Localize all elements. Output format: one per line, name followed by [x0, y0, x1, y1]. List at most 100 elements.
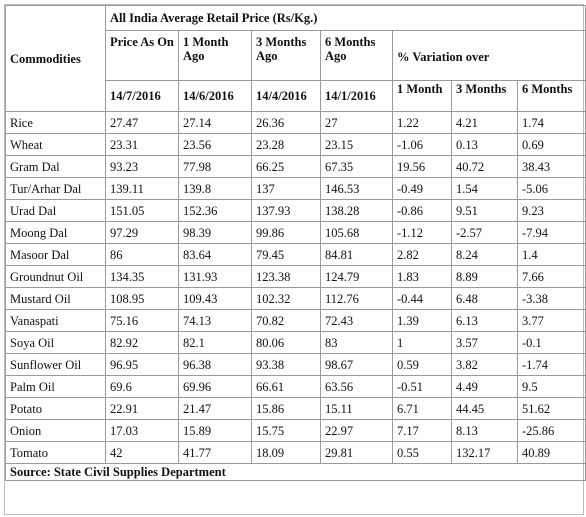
table-cell: 3.57: [451, 331, 518, 354]
table-body: Rice 27.47 27.14 26.36 27 1.22 4.21 1.74 Wheat 23…: [5, 111, 586, 464]
commodity-name: Wheat: [5, 133, 106, 156]
table-cell: 72.43: [320, 309, 393, 332]
table-cell: 132.17: [451, 441, 518, 464]
table-cell: -0.86: [392, 199, 452, 222]
commodity-name: Urad Dal: [5, 199, 106, 222]
table-cell: 146.53: [320, 177, 393, 200]
table-cell: 1.54: [451, 177, 518, 200]
table-cell: 42: [105, 441, 179, 464]
table-cell: 66.61: [251, 375, 321, 398]
table-cell: 8.24: [451, 243, 518, 266]
table-cell: 139.11: [105, 177, 179, 200]
table-cell: 29.81: [320, 441, 393, 464]
table-row: Palm Oil 69.6 69.96 66.61 63.56 -0.51 4.49 9.5: [5, 375, 586, 398]
table-cell: 84.81: [320, 243, 393, 266]
table-row: Mustard Oil 108.95 109.43 102.32 112.76 -0.44…: [5, 287, 586, 310]
table-row: Vanaspati 75.16 74.13 70.82 72.43 1.39 6.13 3.7…: [5, 309, 586, 332]
commodities-header: Commodities: [5, 5, 106, 112]
table-row: Tur/Arhar Dal 139.11 139.8 137 146.53 -0.49 1.…: [5, 177, 586, 200]
table-cell: 98.67: [320, 353, 393, 376]
table-cell: 44.45: [451, 397, 518, 420]
table-cell: 137.93: [251, 199, 321, 222]
table-cell: 105.68: [320, 221, 393, 244]
table-cell: 96.38: [178, 353, 252, 376]
commodity-name: Onion: [5, 419, 106, 442]
table-cell: 1.22: [392, 111, 452, 134]
table-cell: 41.77: [178, 441, 252, 464]
table-cell: 83: [320, 331, 393, 354]
table-cell: 70.82: [251, 309, 321, 332]
table-cell: 15.75: [251, 419, 321, 442]
table-cell: 22.91: [105, 397, 179, 420]
table-cell: 4.49: [451, 375, 518, 398]
table-cell: 67.35: [320, 155, 393, 178]
table-cell: 9.23: [516, 199, 586, 222]
table-cell: 1.83: [392, 265, 452, 288]
table-cell: 51.62: [516, 397, 586, 420]
table-title: All India Average Retail Price (Rs/Kg.): [104, 5, 586, 31]
table-cell: 27.14: [178, 111, 252, 134]
table-cell: 82.1: [178, 331, 252, 354]
table-cell: 80.06: [251, 331, 321, 354]
table-cell: 98.39: [178, 221, 252, 244]
table-cell: 7.17: [392, 419, 452, 442]
variation-header: % Variation over: [391, 30, 586, 81]
table-row: Soya Oil 82.92 82.1 80.06 83 1 3.57 -0.1: [5, 331, 586, 354]
table-cell: 82.92: [105, 331, 179, 354]
table-row: Wheat 23.31 23.56 23.28 23.15 -1.06 0.13 0.69: [5, 133, 586, 156]
table-row: Tomato 42 41.77 18.09 29.81 0.55 132.17 40.89: [5, 441, 586, 464]
table-cell: 109.43: [178, 287, 252, 310]
price-table-container: Commodities All India Average Retail Pri…: [4, 4, 586, 515]
commodity-name: Rice: [5, 111, 106, 134]
table-cell: 108.95: [105, 287, 179, 310]
table-cell: 63.56: [320, 375, 393, 398]
table-cell: 69.6: [105, 375, 179, 398]
table-cell: 21.47: [178, 397, 252, 420]
table-cell: 93.38: [251, 353, 321, 376]
table-cell: 93.23: [105, 155, 179, 178]
table-cell: 75.16: [105, 309, 179, 332]
variation-6-months: 6 Months: [516, 80, 586, 112]
table-cell: 0.55: [392, 441, 452, 464]
commodity-name: Sunflower Oil: [5, 353, 106, 376]
table-cell: 96.95: [105, 353, 179, 376]
table-cell: -0.44: [392, 287, 452, 310]
table-row: Urad Dal 151.05 152.36 137.93 138.28 -0.86 9.5…: [5, 199, 586, 222]
table-row: Groundnut Oil 134.35 131.93 123.38 124.79 1.8…: [5, 265, 586, 288]
table-cell: 23.56: [178, 133, 252, 156]
table-cell: 22.97: [320, 419, 393, 442]
table-cell: -25.86: [516, 419, 586, 442]
table-cell: 6.13: [451, 309, 518, 332]
commodity-name: Moong Dal: [5, 221, 106, 244]
table-row: Potato 22.91 21.47 15.86 15.11 6.71 44.45 51.62: [5, 397, 586, 420]
table-cell: 9.5: [516, 375, 586, 398]
table-cell: -1.74: [516, 353, 586, 376]
table-cell: 23.31: [105, 133, 179, 156]
date-1-month-ago: 14/6/2016: [178, 80, 252, 112]
commodity-name: Palm Oil: [5, 375, 106, 398]
table-cell: 124.79: [320, 265, 393, 288]
table-row: Gram Dal 93.23 77.98 66.25 67.35 19.56 40.72 38…: [5, 155, 586, 178]
col-price-as-on: Price As On: [105, 30, 179, 81]
table-cell: 0.13: [451, 133, 518, 156]
date-3-months-ago: 14/4/2016: [251, 80, 321, 112]
table-row: Moong Dal 97.29 98.39 99.86 105.68 -1.12 -2.57…: [5, 221, 586, 244]
table-cell: 74.13: [178, 309, 252, 332]
table-cell: 6.48: [451, 287, 518, 310]
table-cell: -1.12: [392, 221, 452, 244]
table-cell: 137: [251, 177, 321, 200]
table-cell: 15.89: [178, 419, 252, 442]
commodity-name: Masoor Dal: [5, 243, 106, 266]
commodity-name: Soya Oil: [5, 331, 106, 354]
table-cell: -2.57: [451, 221, 518, 244]
table-cell: -5.06: [516, 177, 586, 200]
table-cell: 139.8: [178, 177, 252, 200]
table-cell: 77.98: [178, 155, 252, 178]
table-cell: 102.32: [251, 287, 321, 310]
date-6-months-ago: 14/1/2016: [320, 80, 393, 112]
table-cell: 0.59: [392, 353, 452, 376]
table-cell: 4.21: [451, 111, 518, 134]
table-cell: 99.86: [251, 221, 321, 244]
table-cell: 8.13: [451, 419, 518, 442]
table-row: Masoor Dal 86 83.64 79.45 84.81 2.82 8.24 1.4: [5, 243, 586, 266]
